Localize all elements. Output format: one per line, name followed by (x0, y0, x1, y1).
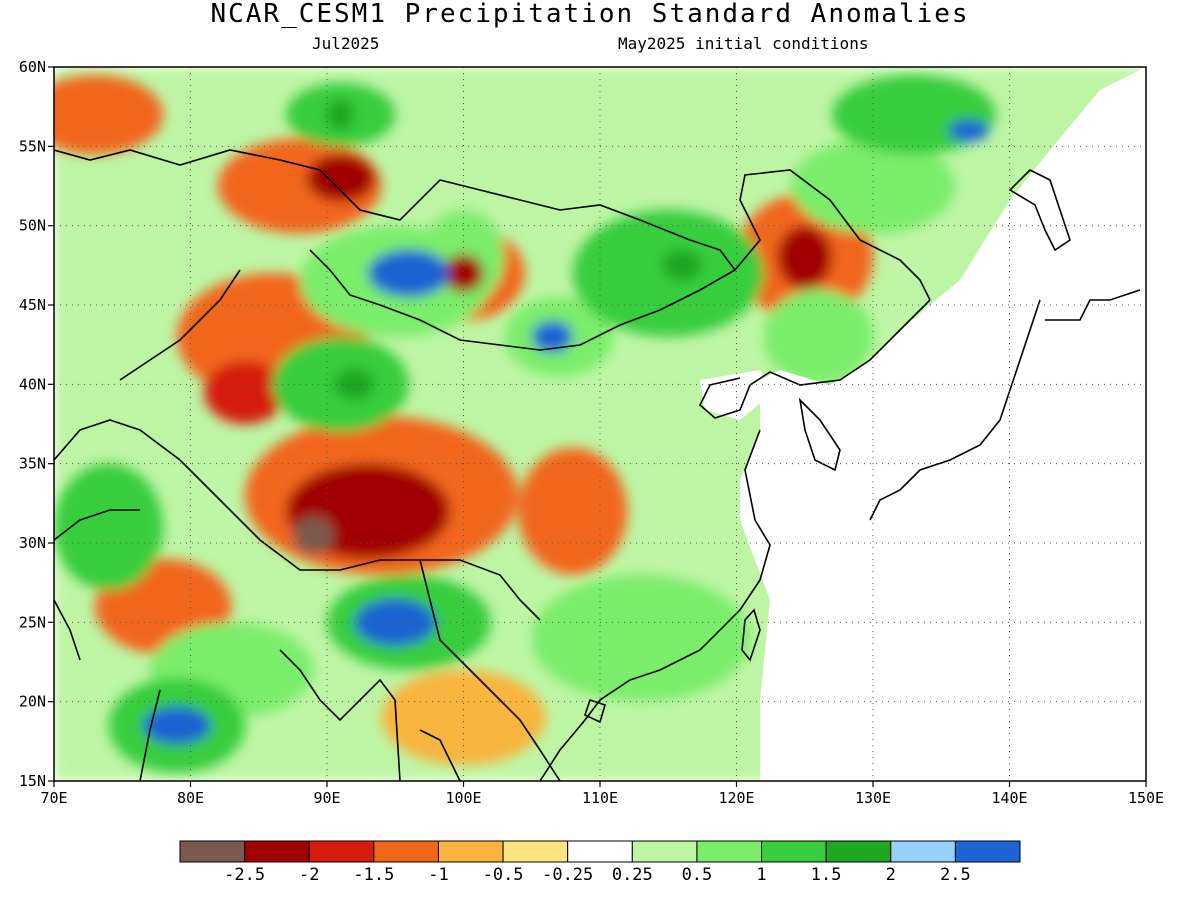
colorbar-swatch (373, 840, 439, 863)
colorbar-label: 2 (886, 865, 896, 885)
wet-anomaly-cell (327, 98, 355, 131)
lat-tick-label: 50N (19, 217, 46, 235)
dry-anomaly-cell (518, 447, 628, 575)
colorbar-label: 1 (756, 865, 766, 885)
lon-tick-label: 100E (445, 789, 481, 807)
dry-anomaly-cell (381, 669, 546, 766)
wet-anomaly-cell (661, 249, 703, 282)
lon-tick-label: 80E (177, 789, 204, 807)
latitude-ticks: 60N 55N 50N 45N 40N 35N 30N 25N 20N 15N (19, 58, 54, 790)
map-title: NCAR_CESM1 Precipitation Standard Anomal… (210, 0, 970, 29)
lon-tick-label: 70E (40, 789, 67, 807)
dry-anomaly-cell (443, 254, 484, 293)
colorbar-swatch (179, 840, 246, 863)
colorbar-label: 0.25 (612, 865, 653, 885)
lat-tick-label: 55N (19, 137, 46, 155)
colorbar-label: 2.5 (940, 865, 971, 885)
colorbar-swatch (761, 840, 827, 863)
dry-anomaly-cell (54, 74, 164, 155)
colorbar-swatch (954, 840, 1021, 863)
lat-tick-label: 40N (19, 375, 46, 393)
colorbar-label: -0.25 (542, 865, 593, 885)
wet-anomaly-cell (54, 463, 164, 591)
lon-tick-label: 120E (718, 789, 754, 807)
dry-anomaly-cell (292, 516, 334, 555)
lat-tick-label: 15N (19, 772, 46, 790)
graticule (54, 67, 1146, 781)
colorbar-swatch (567, 840, 633, 863)
colorbar-label: -1.5 (353, 865, 394, 885)
colorbar-label: -1 (428, 865, 448, 885)
lon-tick-label: 110E (582, 789, 618, 807)
colorbar-label: -2 (299, 865, 319, 885)
colorbar-label: 1.5 (811, 865, 842, 885)
lat-tick-label: 25N (19, 613, 46, 631)
coastlines-and-borders (54, 149, 1141, 781)
wet-anomaly-cell (142, 706, 211, 745)
wet-anomaly-cell (832, 74, 996, 155)
lon-tick-label: 90E (313, 789, 340, 807)
wet-anomaly-cell (531, 574, 751, 702)
dry-anomaly-cell (777, 225, 833, 290)
colorbar-swatch (631, 840, 698, 863)
colorbar-swatch (308, 840, 375, 863)
lon-tick-label: 140E (991, 789, 1027, 807)
colorbar-swatch (502, 840, 569, 863)
lat-tick-label: 60N (19, 58, 46, 76)
valid-month-label: Jul2025 (312, 34, 380, 53)
colorbar-swatch (244, 840, 310, 863)
wet-anomaly-cell (791, 138, 955, 234)
wet-anomaly-cell (948, 119, 990, 142)
lat-tick-label: 35N (19, 455, 46, 473)
wet-anomaly-cell (367, 249, 450, 298)
init-conditions-label: May2025 initial conditions (618, 34, 869, 53)
lat-tick-label: 20N (19, 693, 46, 711)
colorbar-swatch (696, 840, 763, 863)
colorbar: -2.5 -2 -1.5 -1 -0.5 -0.25 0.25 0.5 1 1.5 2 2.5 (179, 840, 1021, 885)
wet-anomaly-cell (763, 289, 874, 385)
lon-tick-label: 130E (855, 789, 891, 807)
colorbar-swatch (890, 840, 956, 863)
lat-tick-label: 45N (19, 296, 46, 314)
wet-anomaly-cell (354, 598, 437, 647)
dry-anomaly-cell (204, 360, 287, 424)
lon-tick-label: 150E (1128, 789, 1164, 807)
dry-anomaly-cell (306, 154, 375, 202)
lat-tick-label: 30N (19, 534, 46, 552)
colorbar-swatch (437, 840, 504, 863)
wet-anomaly-cell (531, 320, 573, 353)
colorbar-label: 0.5 (682, 865, 713, 885)
colorbar-label: -2.5 (224, 865, 265, 885)
colorbar-label: -0.5 (483, 865, 524, 885)
longitude-ticks: 70E 80E 90E 100E 110E 120E 130E 140E 150E (40, 781, 1164, 807)
colorbar-swatch (825, 840, 892, 863)
